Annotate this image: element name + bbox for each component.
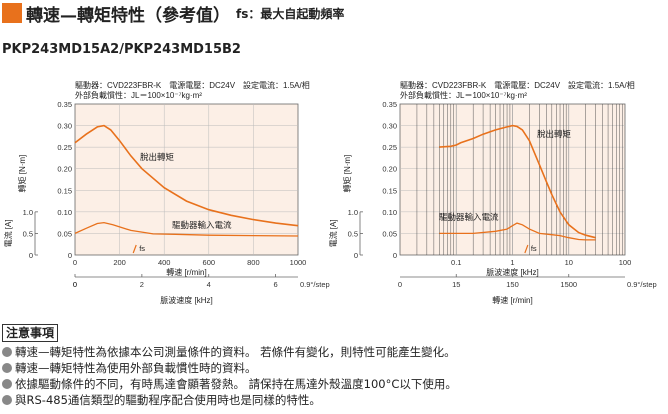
- y-tick-label: 0.30: [382, 122, 397, 131]
- secondary-x-tick-label: 15: [452, 280, 460, 289]
- series-label-pullout: 脫出轉矩: [140, 152, 175, 162]
- chart-conditions: 驅動器：CVD223FBR-K 電源電壓：DC24V 設定電流：1.5A/相: [75, 80, 310, 90]
- y-tick-label: 0.20: [57, 165, 72, 174]
- current-axis-label: 電流 [A]: [328, 219, 338, 247]
- fs-marker: [132, 244, 137, 254]
- note-text: 與RS-485通信類型的驅動程序配合使用時也是同樣的特性。: [15, 393, 321, 407]
- current-tick-label: 0: [354, 251, 358, 260]
- model-name: PKP243MD15A2/PKP243MD15B2: [2, 42, 241, 57]
- bullet-icon: [2, 363, 12, 373]
- y-tick-label: 0.15: [57, 186, 72, 195]
- secondary-x-tick-label: 6: [274, 280, 278, 289]
- notes-title: 注意事項: [2, 324, 59, 342]
- y-tick-label: 0.05: [382, 229, 397, 238]
- x-tick-label: 100: [619, 258, 632, 267]
- current-axis-label: 電流 [A]: [3, 219, 13, 247]
- note-item: 依據驅動條件的不同，有時馬達會顯著發熱。 請保持在馬達外殼溫度100°C以下使用…: [2, 377, 457, 392]
- secondary-x-unit: 0.9°/step: [627, 280, 657, 289]
- current-tick-label: 1.0: [23, 208, 33, 217]
- secondary-x-zero: 0: [398, 280, 402, 289]
- y-tick-label: 0.25: [57, 143, 72, 152]
- x-tick-label: 1000: [290, 258, 307, 267]
- y-axis-label: 轉矩 [N·m]: [17, 155, 27, 193]
- x-tick-label: 10: [565, 258, 573, 267]
- note-text: 轉速—轉矩特性為依據本公司測量條件的資料。 若條件有變化，則特性可能產生變化。: [15, 345, 456, 359]
- fs-note: fs：最大自起動頻率: [236, 6, 345, 21]
- x-tick-label: 200: [113, 258, 126, 267]
- y-tick-label: 0.15: [382, 186, 397, 195]
- y-tick-label: 0.10: [57, 208, 72, 217]
- y-tick-label: 0.25: [382, 143, 397, 152]
- current-tick-label: 1.0: [348, 208, 358, 217]
- note-text: 依據驅動條件的不同，有時馬達會顯著發熱。 請保持在馬達外殼溫度100°C以下使用…: [15, 377, 457, 391]
- note-text: 轉速—轉矩特性為使用外部負載慣性時的資料。: [15, 361, 257, 375]
- y-tick-label: 0.10: [382, 208, 397, 217]
- note-item: 轉速—轉矩特性為依據本公司測量條件的資料。 若條件有變化，則特性可能產生變化。: [2, 345, 456, 360]
- bullet-icon: [2, 395, 12, 405]
- current-tick-label: 0.5: [348, 229, 358, 238]
- chart-conditions: 驅動器：CVD223FBR-K 電源電壓：DC24V 設定電流：1.5A/相: [400, 80, 635, 90]
- secondary-x-tick-label: 150: [506, 280, 519, 289]
- x-tick-label: 0: [73, 258, 77, 267]
- chart-load-inertia: 外部負載慣性：JL＝100×10⁻⁷kg·m²: [400, 90, 527, 100]
- x-axis-label: 轉速 [r/min]: [166, 267, 206, 277]
- fs-marker: [524, 244, 529, 254]
- accent-square-icon: [2, 3, 22, 23]
- current-tick-label: 0: [29, 251, 33, 260]
- page-header: 轉速—轉矩特性（參考值） fs：最大自起動頻率: [2, 2, 345, 26]
- x-axis-label: 脈波速度 [kHz]: [486, 267, 538, 277]
- input-current-curve: [439, 222, 596, 241]
- y-tick-label: 0: [393, 251, 397, 260]
- y-tick-label: 0.35: [382, 100, 397, 109]
- secondary-x-axis-label: 脈波速度 [kHz]: [160, 295, 212, 305]
- pullout-torque-curve: [439, 124, 596, 239]
- x-tick-label: 600: [203, 258, 216, 267]
- bullet-icon: [2, 347, 12, 357]
- x-tick-label: 0.1: [451, 258, 461, 267]
- x-tick-label: 400: [158, 258, 171, 267]
- secondary-x-tick-label: 4: [207, 280, 211, 289]
- charts-area: 驅動器：CVD223FBR-K 電源電壓：DC24V 設定電流：1.5A/相外部…: [3, 80, 657, 305]
- plot-area: [74, 103, 299, 256]
- secondary-x-zero: 0: [73, 280, 77, 289]
- series-label-current: 驅動器輸入電流: [439, 212, 499, 222]
- fs-label: fs: [139, 244, 145, 253]
- note-item: 轉速—轉矩特性為使用外部負載慣性時的資料。: [2, 361, 257, 376]
- fs-label: fs: [531, 244, 537, 253]
- x-tick-label: 800: [247, 258, 260, 267]
- bullet-icon: [2, 379, 12, 389]
- secondary-x-tick-label: 2: [140, 280, 144, 289]
- y-tick-label: 0.20: [382, 165, 397, 174]
- input-current-curve: [74, 221, 299, 237]
- secondary-x-axis-label: 轉速 [r/min]: [492, 295, 532, 305]
- note-item: 與RS-485通信類型的驅動程序配合使用時也是同樣的特性。: [2, 393, 321, 408]
- y-tick-label: 0: [68, 251, 72, 260]
- y-tick-label: 0.05: [57, 229, 72, 238]
- y-tick-label: 0.35: [57, 100, 72, 109]
- y-tick-label: 0.30: [57, 122, 72, 131]
- y-axis-label: 轉矩 [N·m]: [342, 155, 352, 193]
- page-title: 轉速—轉矩特性（參考值）: [26, 5, 230, 26]
- secondary-x-tick-label: 0: [73, 280, 77, 289]
- x-tick-label: 1: [510, 258, 514, 267]
- secondary-x-unit: 0.9°/step: [300, 280, 330, 289]
- secondary-x-tick-label: 1500: [560, 280, 577, 289]
- series-label-current: 驅動器輸入電流: [172, 220, 232, 230]
- pullout-torque-curve: [74, 124, 299, 227]
- chart-load-inertia: 外部負載慣性：JL＝100×10⁻⁷kg·m²: [75, 90, 202, 100]
- current-tick-label: 0.5: [23, 229, 33, 238]
- series-label-pullout: 脫出轉矩: [537, 129, 572, 139]
